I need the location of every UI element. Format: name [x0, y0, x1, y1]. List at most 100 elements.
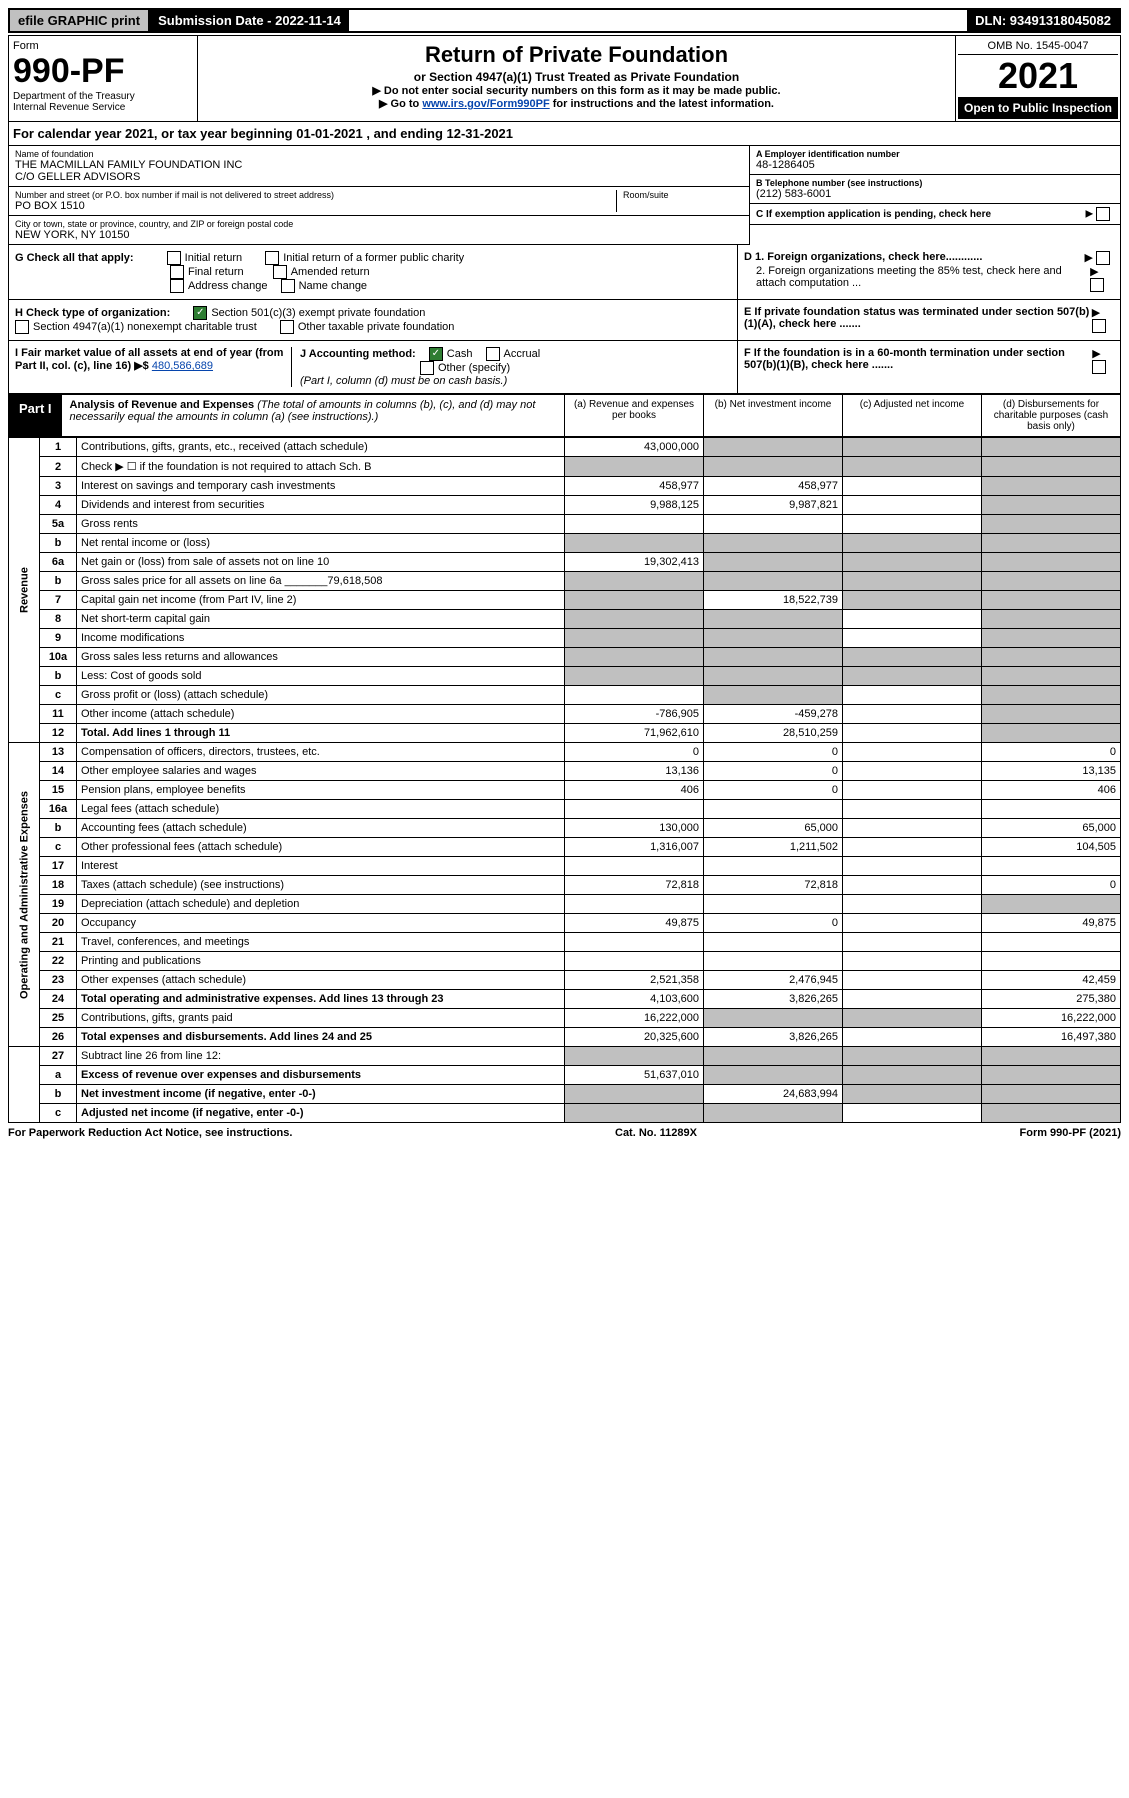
table-row: 4Dividends and interest from securities9…	[9, 496, 1121, 515]
initial-former-checkbox[interactable]	[265, 251, 279, 265]
amount-cell: 72,818	[565, 876, 704, 895]
e-checkbox[interactable]	[1092, 319, 1106, 333]
final-return-checkbox[interactable]	[170, 265, 184, 279]
amount-cell: 43,000,000	[565, 438, 704, 457]
f-label: F If the foundation is in a 60-month ter…	[744, 347, 1092, 387]
d1-checkbox[interactable]	[1096, 251, 1110, 265]
name-change-checkbox[interactable]	[281, 279, 295, 293]
line-number: 5a	[40, 515, 77, 534]
address-change-checkbox[interactable]	[170, 279, 184, 293]
line-description: Interest	[77, 857, 565, 876]
line-description: Gross rents	[77, 515, 565, 534]
amount-cell	[704, 610, 843, 629]
line-number: 4	[40, 496, 77, 515]
table-row: 14Other employee salaries and wages13,13…	[9, 762, 1121, 781]
amount-cell	[982, 724, 1121, 743]
table-row: 11Other income (attach schedule)-786,905…	[9, 705, 1121, 724]
f-checkbox[interactable]	[1092, 360, 1106, 374]
amount-cell: 0	[704, 914, 843, 933]
amount-cell	[704, 629, 843, 648]
line-description: Total. Add lines 1 through 11	[77, 724, 565, 743]
amount-cell	[704, 1047, 843, 1066]
table-row: aExcess of revenue over expenses and dis…	[9, 1066, 1121, 1085]
g-label: G Check all that apply:	[15, 252, 134, 264]
amount-cell	[843, 876, 982, 895]
line-number: c	[40, 686, 77, 705]
cash-checkbox[interactable]: ✓	[429, 347, 443, 361]
city-label: City or town, state or province, country…	[15, 219, 743, 229]
instr-2-post: for instructions and the latest informat…	[550, 98, 774, 110]
exemption-checkbox[interactable]	[1096, 207, 1110, 221]
table-row: bNet rental income or (loss)	[9, 534, 1121, 553]
line-number: b	[40, 1085, 77, 1104]
line-number: a	[40, 1066, 77, 1085]
fmv-value[interactable]: 480,586,689	[152, 360, 213, 372]
accrual-checkbox[interactable]	[486, 347, 500, 361]
amount-cell	[982, 515, 1121, 534]
amount-cell	[843, 990, 982, 1009]
amount-cell	[982, 534, 1121, 553]
table-row: 12Total. Add lines 1 through 1171,962,61…	[9, 724, 1121, 743]
line-number: b	[40, 819, 77, 838]
table-row: 10aGross sales less returns and allowanc…	[9, 648, 1121, 667]
dept-label: Department of the Treasury	[13, 91, 193, 102]
line-description: Contributions, gifts, grants, etc., rece…	[77, 438, 565, 457]
d2-checkbox[interactable]	[1090, 278, 1104, 292]
other-method-label: Other (specify)	[438, 362, 510, 374]
amount-cell: 71,962,610	[565, 724, 704, 743]
table-row: 21Travel, conferences, and meetings	[9, 933, 1121, 952]
address-change-label: Address change	[188, 280, 268, 292]
line-number: 17	[40, 857, 77, 876]
footer-left: For Paperwork Reduction Act Notice, see …	[8, 1127, 292, 1139]
line-number: 7	[40, 591, 77, 610]
table-row: 8Net short-term capital gain	[9, 610, 1121, 629]
501c3-checkbox[interactable]: ✓	[193, 306, 207, 320]
initial-return-checkbox[interactable]	[167, 251, 181, 265]
e-label: E If private foundation status was termi…	[744, 306, 1092, 334]
other-method-checkbox[interactable]	[420, 361, 434, 375]
line-description: Other income (attach schedule)	[77, 705, 565, 724]
check-section-3: I Fair market value of all assets at end…	[8, 341, 1121, 394]
efile-button[interactable]: efile GRAPHIC print	[10, 10, 150, 31]
col-b-head: (b) Net investment income	[703, 395, 842, 436]
footer: For Paperwork Reduction Act Notice, see …	[8, 1123, 1121, 1143]
amount-cell	[982, 686, 1121, 705]
amount-cell: 65,000	[704, 819, 843, 838]
line-number: 12	[40, 724, 77, 743]
header-right: OMB No. 1545-0047 2021 Open to Public In…	[955, 36, 1120, 121]
amount-cell	[565, 857, 704, 876]
footer-right: Form 990-PF (2021)	[1020, 1127, 1121, 1139]
addr-cell: Number and street (or P.O. box number if…	[9, 187, 749, 216]
amount-cell	[843, 952, 982, 971]
line-description: Gross sales price for all assets on line…	[77, 572, 565, 591]
line-number: c	[40, 838, 77, 857]
amount-cell	[982, 496, 1121, 515]
amended-return-checkbox[interactable]	[273, 265, 287, 279]
amount-cell	[982, 857, 1121, 876]
table-row: 17Interest	[9, 857, 1121, 876]
exemption-arrow: ▶	[1086, 207, 1114, 221]
line-number: c	[40, 1104, 77, 1123]
amount-cell	[843, 933, 982, 952]
amount-cell	[843, 610, 982, 629]
final-return-label: Final return	[188, 266, 244, 278]
amount-cell	[982, 438, 1121, 457]
initial-return-label: Initial return	[185, 252, 242, 264]
amount-cell	[843, 534, 982, 553]
amount-cell	[843, 591, 982, 610]
line-number: 10a	[40, 648, 77, 667]
form-subtitle: or Section 4947(a)(1) Trust Treated as P…	[206, 70, 947, 84]
other-taxable-checkbox[interactable]	[280, 320, 294, 334]
j-label: J Accounting method:	[300, 348, 416, 360]
name-cell: Name of foundation THE MACMILLAN FAMILY …	[9, 146, 749, 187]
amount-cell	[843, 724, 982, 743]
instr-link[interactable]: www.irs.gov/Form990PF	[422, 98, 549, 110]
amount-cell	[982, 477, 1121, 496]
phone-label: B Telephone number (see instructions)	[756, 178, 1114, 188]
line-number: 11	[40, 705, 77, 724]
amount-cell	[704, 686, 843, 705]
amount-cell	[843, 819, 982, 838]
amount-cell	[843, 705, 982, 724]
4947-checkbox[interactable]	[15, 320, 29, 334]
table-row: cGross profit or (loss) (attach schedule…	[9, 686, 1121, 705]
